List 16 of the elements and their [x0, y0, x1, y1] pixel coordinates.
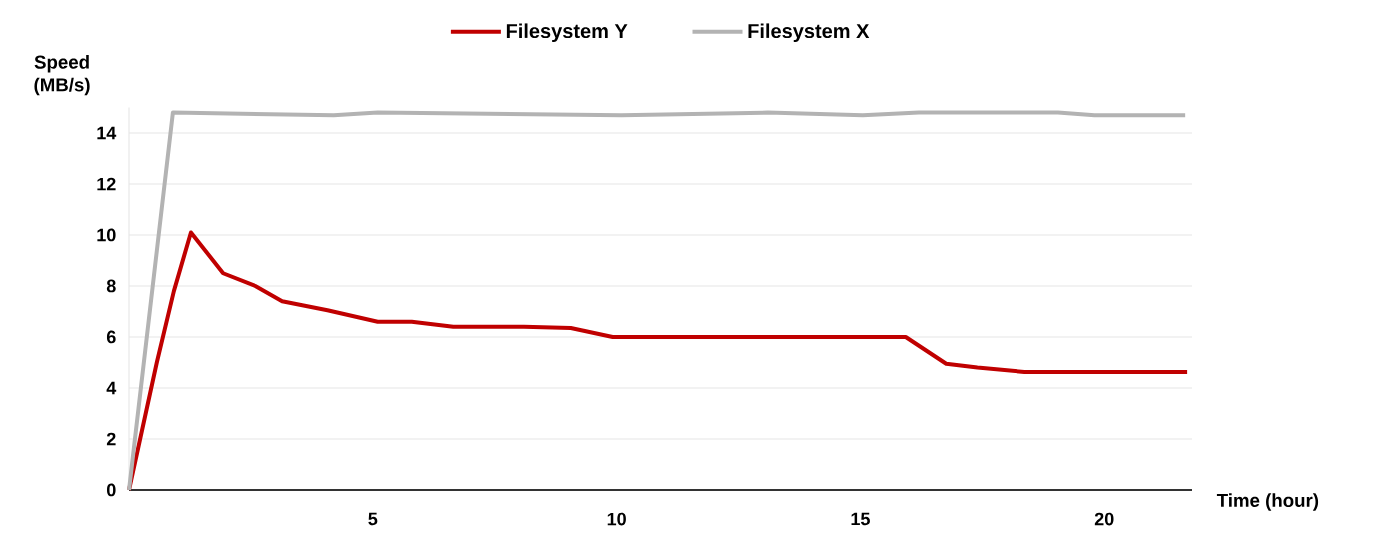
x-tick-label: 15: [851, 512, 870, 526]
y-tick-label: 2: [106, 432, 116, 446]
y-axis-title: Speed (MB/s): [34, 55, 90, 96]
x-tick-label: 5: [368, 512, 378, 526]
x-tick-label: 10: [607, 512, 626, 526]
x-tick-label: 20: [1094, 512, 1114, 526]
y-tick-label: 14: [97, 126, 117, 140]
y-tick-label: 12: [97, 177, 116, 191]
legend-label: Filesystem X: [748, 23, 870, 43]
y-tick-label: 4: [106, 381, 117, 395]
y-tick-label: 8: [106, 279, 116, 293]
y-tick-label: 0: [107, 483, 116, 497]
legend-label: Filesystem Y: [506, 23, 628, 43]
y-tick-label: 6: [106, 330, 116, 344]
y-tick-label: 10: [97, 228, 116, 242]
x-axis-title: Time (hour): [1216, 493, 1319, 511]
